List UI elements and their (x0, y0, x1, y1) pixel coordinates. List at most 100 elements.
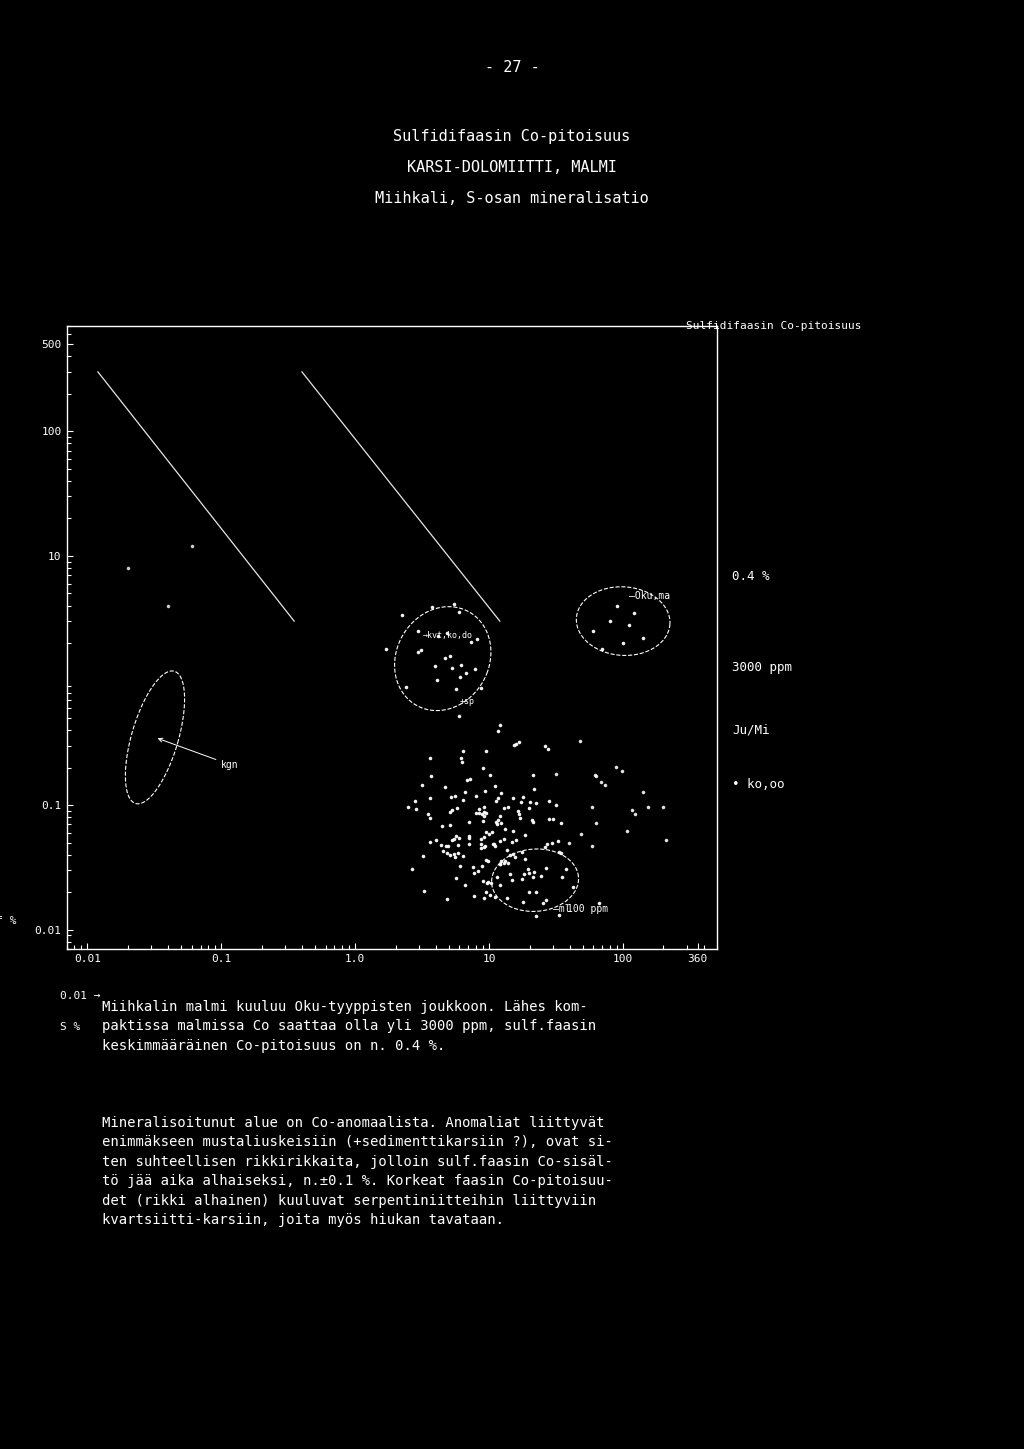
Point (640, 796, 656, 819)
Point (585, 796, 601, 819)
Point (446, 785, 463, 809)
Text: • ko,oo: • ko,oo (732, 778, 784, 791)
Point (493, 851, 509, 874)
Point (624, 798, 640, 822)
Point (434, 814, 451, 838)
Point (486, 832, 503, 855)
Point (411, 619, 427, 642)
Point (597, 774, 613, 797)
Text: Mineralisoitunut alue on Co-anomaalista. Anomaliat liittyvät
enimmäkseen mustali: Mineralisoitunut alue on Co-anomaalista.… (102, 1116, 613, 1227)
Point (551, 903, 567, 926)
Point (515, 785, 531, 809)
Point (502, 843, 518, 867)
Point (470, 859, 486, 882)
Point (465, 885, 481, 909)
Point (394, 603, 411, 626)
Point (587, 764, 603, 787)
Point (627, 803, 643, 826)
Point (443, 798, 460, 822)
Point (488, 867, 505, 890)
Point (432, 833, 449, 856)
Point (527, 881, 544, 904)
Point (541, 807, 557, 830)
Point (461, 826, 477, 849)
Point (476, 804, 493, 827)
Point (522, 790, 539, 813)
Point (438, 835, 455, 858)
Point (511, 730, 527, 753)
Point (407, 790, 423, 813)
Text: 0.01 →: 0.01 → (60, 991, 100, 1001)
Point (497, 827, 513, 851)
Point (403, 858, 420, 881)
Point (492, 829, 508, 852)
Point (520, 880, 537, 903)
Point (468, 627, 484, 651)
Point (477, 820, 494, 843)
Point (532, 864, 549, 887)
Point (457, 874, 473, 897)
Point (521, 862, 538, 885)
Point (441, 813, 458, 836)
Point (160, 594, 176, 617)
Point (490, 787, 507, 810)
Point (523, 809, 540, 832)
Point (427, 655, 443, 678)
Point (502, 862, 518, 885)
Point (551, 840, 567, 864)
Point (183, 535, 200, 558)
Point (451, 704, 467, 727)
Point (447, 867, 464, 890)
Point (510, 800, 526, 823)
Point (437, 646, 454, 669)
Point (496, 797, 512, 820)
Point (528, 904, 545, 927)
Point (452, 667, 468, 690)
Point (455, 739, 471, 762)
Point (424, 596, 440, 619)
Point (526, 778, 543, 801)
Point (445, 593, 462, 616)
Point (435, 839, 452, 862)
Point (457, 781, 473, 804)
Point (450, 833, 466, 856)
Point (454, 746, 470, 769)
Point (591, 891, 607, 914)
Point (489, 809, 506, 832)
Point (454, 751, 470, 774)
Point (478, 801, 495, 824)
Point (614, 759, 631, 782)
Point (520, 858, 537, 881)
Text: 100 ppm: 100 ppm (567, 904, 608, 913)
Text: KARSI-DOLOMIITTI, MALMI: KARSI-DOLOMIITTI, MALMI (408, 161, 616, 175)
Point (537, 836, 553, 859)
Point (561, 832, 578, 855)
Text: Cosf %: Cosf % (0, 916, 16, 926)
Point (400, 796, 417, 819)
Point (492, 714, 508, 738)
Point (655, 796, 672, 819)
Point (492, 874, 508, 897)
Point (538, 856, 554, 880)
Text: kgn: kgn (159, 738, 239, 769)
Point (521, 796, 538, 819)
Point (478, 739, 495, 762)
Point (572, 822, 589, 845)
Point (397, 675, 414, 698)
Point (473, 827, 489, 851)
Point (442, 645, 459, 668)
Point (441, 843, 458, 867)
Point (451, 600, 467, 623)
Point (511, 801, 527, 824)
Point (544, 832, 560, 855)
Point (473, 833, 489, 856)
Point (436, 775, 453, 798)
Text: S %: S % (60, 1022, 80, 1032)
Point (410, 640, 426, 664)
Point (458, 661, 474, 684)
Point (422, 807, 438, 830)
Point (548, 762, 564, 785)
Point (442, 800, 459, 823)
Point (506, 733, 522, 756)
Point (408, 797, 424, 820)
